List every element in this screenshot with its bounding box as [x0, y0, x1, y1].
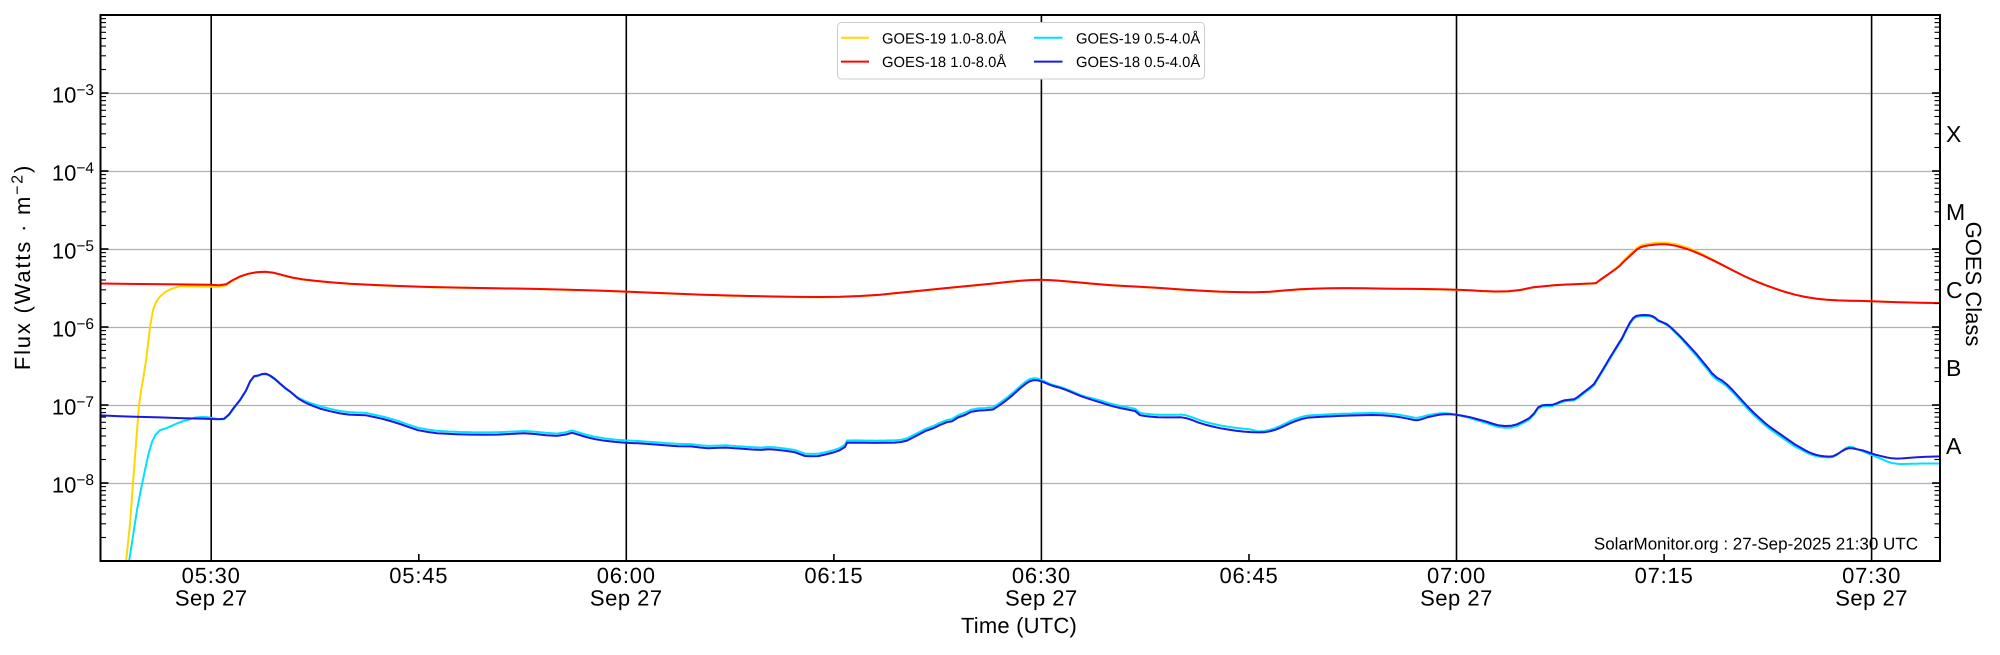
svg-text:Flux (Watts · m−2): Flux (Watts · m−2)	[10, 164, 36, 370]
svg-text:07:30: 07:30	[1842, 563, 1901, 588]
svg-text:A: A	[1946, 433, 1962, 459]
svg-text:Sep 27: Sep 27	[590, 586, 663, 611]
svg-text:10−7: 10−7	[52, 394, 94, 420]
svg-text:GOES-19 0.5-4.0Å: GOES-19 0.5-4.0Å	[1076, 30, 1200, 47]
svg-text:05:45: 05:45	[389, 563, 448, 588]
svg-text:Sep 27: Sep 27	[175, 586, 248, 611]
svg-text:X: X	[1946, 121, 1961, 147]
svg-text:06:45: 06:45	[1219, 563, 1278, 588]
svg-text:05:30: 05:30	[182, 563, 241, 588]
svg-text:SolarMonitor.org : 27-Sep-2025: SolarMonitor.org : 27-Sep-2025 21:30 UTC	[1594, 535, 1918, 554]
svg-text:Sep 27: Sep 27	[1420, 586, 1493, 611]
svg-text:C: C	[1946, 277, 1963, 303]
svg-text:Time (UTC): Time (UTC)	[961, 613, 1077, 638]
svg-text:Sep 27: Sep 27	[1835, 586, 1908, 611]
svg-text:07:15: 07:15	[1635, 563, 1694, 588]
svg-text:10−5: 10−5	[52, 238, 94, 264]
svg-text:06:15: 06:15	[804, 563, 863, 588]
svg-text:Sep 27: Sep 27	[1005, 586, 1078, 611]
svg-text:M: M	[1946, 199, 1965, 225]
svg-text:GOES-19 1.0-8.0Å: GOES-19 1.0-8.0Å	[882, 30, 1006, 47]
svg-text:GOES-18 1.0-8.0Å: GOES-18 1.0-8.0Å	[882, 54, 1006, 71]
svg-text:06:30: 06:30	[1012, 563, 1071, 588]
svg-text:GOES Class: GOES Class	[1961, 222, 1986, 347]
svg-text:B: B	[1946, 355, 1961, 381]
svg-text:GOES-18 0.5-4.0Å: GOES-18 0.5-4.0Å	[1076, 54, 1200, 71]
svg-text:07:00: 07:00	[1427, 563, 1486, 588]
svg-text:06:00: 06:00	[597, 563, 656, 588]
